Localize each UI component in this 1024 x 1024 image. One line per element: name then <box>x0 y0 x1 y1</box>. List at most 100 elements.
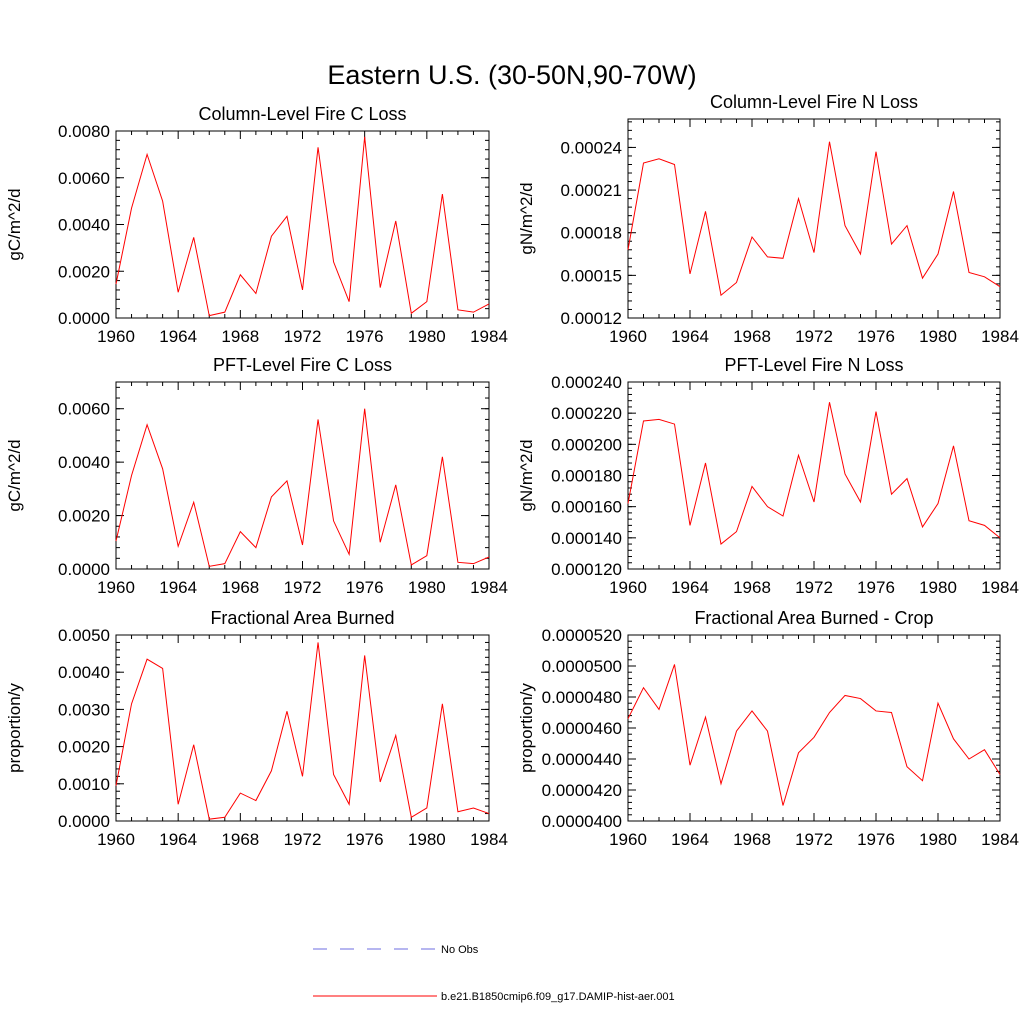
x-tick-label: 1980 <box>919 830 957 849</box>
y-tick-label: 0.0000 <box>58 560 110 579</box>
y-tick-label: 0.0030 <box>58 700 110 719</box>
chart-panel-3: PFT-Level Fire C Loss gC/m^2/d 1960 1964 196… <box>5 355 508 597</box>
x-tick-label: 1972 <box>795 830 833 849</box>
x-tick-label: 1980 <box>408 830 446 849</box>
chart-panels: Column-Level Fire C Loss gC/m^2/d 1960 1964… <box>5 92 1019 849</box>
x-tick-label: 1968 <box>221 327 259 346</box>
chart-panel-4: PFT-Level Fire N Loss gN/m^2/d 1960 1964 196… <box>517 355 1019 597</box>
x-tick-label: 1980 <box>408 578 446 597</box>
y-tick-label: 0.0000500 <box>542 657 622 676</box>
x-tick-label: 1960 <box>97 830 135 849</box>
x-tick-label: 1964 <box>671 830 709 849</box>
series-line <box>627 141 1001 297</box>
series-line <box>115 136 490 317</box>
y-tick-label: 0.0050 <box>58 626 110 645</box>
x-tick-label: 1960 <box>609 327 647 346</box>
y-tick-label: 0.0000420 <box>542 781 622 800</box>
x-tick-label: 1980 <box>919 327 957 346</box>
legend: No Obs b.e21.B1850cmip6.f09_g17.DAMIP-hi… <box>313 944 675 1003</box>
y-tick-label: 0.0040 <box>58 216 110 235</box>
x-tick-label: 1980 <box>919 578 957 597</box>
figure-title: Eastern U.S. (30-50N,90-70W) <box>327 60 696 90</box>
x-tick-label: 1976 <box>346 327 384 346</box>
x-tick-label: 1968 <box>733 578 771 597</box>
x-tick-label: 1960 <box>97 327 135 346</box>
x-tick-label: 1984 <box>470 830 508 849</box>
y-tick-label: 0.0020 <box>58 507 110 526</box>
x-tick-label: 1964 <box>671 327 709 346</box>
x-tick-label: 1976 <box>346 830 384 849</box>
x-tick-label: 1972 <box>795 327 833 346</box>
x-tick-label: 1972 <box>284 578 322 597</box>
y-tick-label: 0.00015 <box>561 266 622 285</box>
x-tick-label: 1984 <box>981 327 1019 346</box>
x-tick-label: 1976 <box>857 327 895 346</box>
y-axis-label: gN/m^2/d <box>517 182 536 254</box>
y-tick-label: 0.000220 <box>551 404 622 423</box>
y-tick-label: 0.00021 <box>561 181 622 200</box>
y-tick-label: 0.0000520 <box>542 626 622 645</box>
legend-model-label: b.e21.B1850cmip6.f09_g17.DAMIP-hist-aer.… <box>441 991 675 1003</box>
panel-title: PFT-Level Fire C Loss <box>213 355 392 375</box>
x-tick-label: 1968 <box>733 830 771 849</box>
panel-title: Fractional Area Burned - Crop <box>694 608 933 628</box>
y-tick-label: 0.0020 <box>58 262 110 281</box>
x-tick-label: 1964 <box>671 578 709 597</box>
plot-frame <box>115 634 490 822</box>
series-line <box>627 402 1001 545</box>
chart-panel-5: Fractional Area Burned proportion/y 1960 19… <box>5 608 508 849</box>
y-tick-label: 0.00018 <box>561 224 622 243</box>
x-tick-label: 1984 <box>470 327 508 346</box>
y-tick-label: 0.0000 <box>58 812 110 831</box>
y-tick-label: 0.000240 <box>551 373 622 392</box>
panel-title: Column-Level Fire N Loss <box>710 92 918 112</box>
chart-panel-6: Fractional Area Burned - Crop proportion/… <box>517 608 1019 849</box>
x-tick-label: 1964 <box>159 327 197 346</box>
x-tick-label: 1964 <box>159 578 197 597</box>
y-tick-label: 0.000180 <box>551 467 622 486</box>
y-tick-label: 0.0060 <box>58 400 110 419</box>
y-tick-label: 0.0040 <box>58 453 110 472</box>
chart-panel-2: Column-Level Fire N Loss gN/m^2/d 1960 1964… <box>517 92 1019 346</box>
y-tick-label: 0.0000480 <box>542 688 622 707</box>
y-tick-label: 0.0000440 <box>542 750 622 769</box>
x-tick-label: 1968 <box>221 578 259 597</box>
series-line <box>115 642 490 820</box>
panel-title: Column-Level Fire C Loss <box>198 104 406 124</box>
y-tick-label: 0.000160 <box>551 498 622 517</box>
x-tick-label: 1972 <box>795 578 833 597</box>
x-tick-label: 1984 <box>981 578 1019 597</box>
y-tick-label: 0.00012 <box>561 309 622 328</box>
y-axis-label: proportion/y <box>5 683 24 773</box>
x-tick-label: 1976 <box>857 578 895 597</box>
y-tick-label: 0.0000 <box>58 309 110 328</box>
x-tick-label: 1980 <box>408 327 446 346</box>
y-tick-label: 0.0000460 <box>542 719 622 738</box>
x-tick-label: 1984 <box>981 830 1019 849</box>
x-tick-label: 1968 <box>221 830 259 849</box>
y-axis-label: proportion/y <box>517 683 536 773</box>
y-tick-label: 0.0080 <box>58 122 110 141</box>
x-tick-label: 1984 <box>470 578 508 597</box>
x-tick-label: 1972 <box>284 830 322 849</box>
y-tick-label: 0.0040 <box>58 663 110 682</box>
y-tick-label: 0.0020 <box>58 738 110 757</box>
y-tick-label: 0.0000400 <box>542 812 622 831</box>
series-line <box>115 408 490 567</box>
y-tick-label: 0.00024 <box>561 138 622 157</box>
panel-title: PFT-Level Fire N Loss <box>724 355 903 375</box>
y-tick-label: 0.0060 <box>58 169 110 188</box>
x-tick-label: 1960 <box>609 830 647 849</box>
x-tick-label: 1976 <box>346 578 384 597</box>
chart-panel-1: Column-Level Fire C Loss gC/m^2/d 1960 1964… <box>5 104 508 346</box>
y-tick-label: 0.0010 <box>58 775 110 794</box>
x-tick-label: 1968 <box>733 327 771 346</box>
y-tick-label: 0.000200 <box>551 435 622 454</box>
x-tick-label: 1976 <box>857 830 895 849</box>
series-line <box>627 664 1001 806</box>
x-tick-label: 1972 <box>284 327 322 346</box>
panel-title: Fractional Area Burned <box>210 608 394 628</box>
y-axis-label: gC/m^2/d <box>5 188 24 260</box>
legend-no-obs-label: No Obs <box>441 944 479 956</box>
